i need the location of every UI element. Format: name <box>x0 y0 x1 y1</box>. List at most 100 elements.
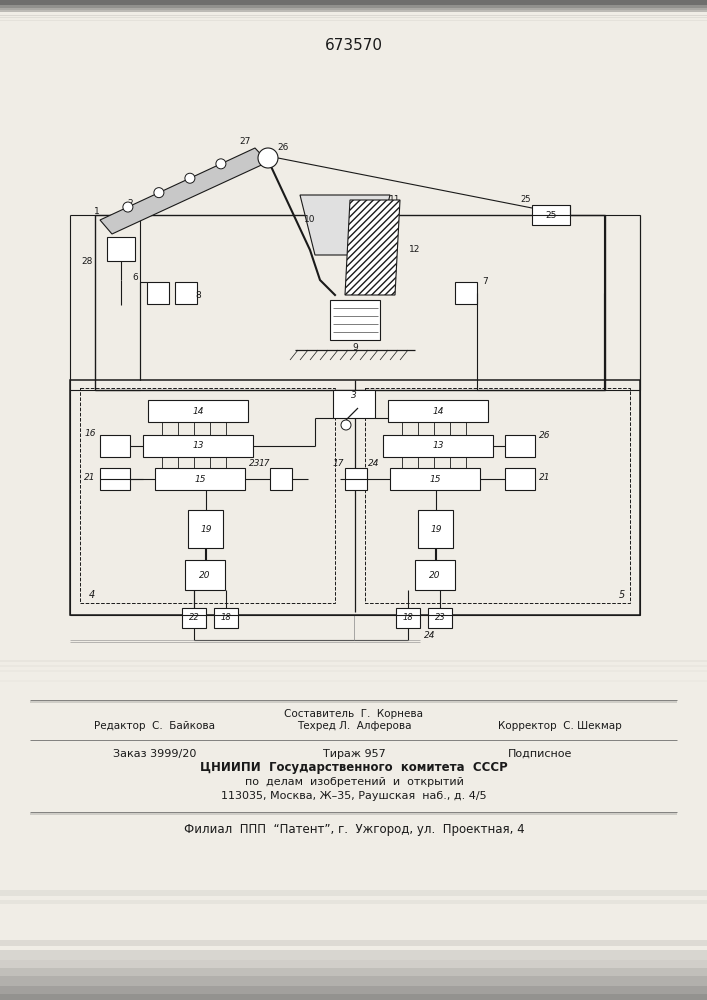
Bar <box>185 560 225 590</box>
Bar <box>0 670 707 672</box>
Bar <box>396 608 420 628</box>
Circle shape <box>216 159 226 169</box>
Bar <box>505 435 535 457</box>
Bar <box>333 390 375 418</box>
Text: 21: 21 <box>84 473 95 482</box>
Text: 28: 28 <box>81 257 93 266</box>
Bar <box>415 560 455 590</box>
Bar <box>0 950 707 960</box>
Bar <box>70 380 640 615</box>
Bar <box>383 435 493 457</box>
Bar <box>532 205 570 225</box>
Polygon shape <box>100 148 268 234</box>
Text: 20: 20 <box>199 570 211 580</box>
Text: Подписное: Подписное <box>508 749 572 759</box>
Text: 22: 22 <box>189 613 199 622</box>
Text: 18: 18 <box>221 613 231 622</box>
Circle shape <box>123 202 133 212</box>
Text: 17: 17 <box>332 458 344 468</box>
Text: Составитель  Г.  Корнева: Составитель Г. Корнева <box>284 709 423 719</box>
Bar <box>345 468 367 490</box>
Polygon shape <box>345 200 400 295</box>
Bar <box>0 10 707 12</box>
Text: Филиал  ППП  “Патент”, г.  Ужгород, ул.  Проектная, 4: Филиал ППП “Патент”, г. Ужгород, ул. Про… <box>184 824 525 836</box>
Text: 13: 13 <box>192 442 204 450</box>
Text: 19: 19 <box>200 524 212 534</box>
Text: 23: 23 <box>250 460 261 468</box>
Text: 8: 8 <box>195 290 201 300</box>
Bar <box>95 215 605 390</box>
Bar <box>505 468 535 490</box>
Text: 25: 25 <box>545 211 556 220</box>
Bar <box>270 468 292 490</box>
Bar <box>388 400 488 422</box>
Circle shape <box>258 148 278 168</box>
Text: 19: 19 <box>431 524 442 534</box>
Text: Корректор  С. Шекмар: Корректор С. Шекмар <box>498 721 622 731</box>
Text: Техред Л.  Алферова: Техред Л. Алферова <box>297 721 411 731</box>
Bar <box>148 400 248 422</box>
Bar <box>0 17 707 18</box>
Text: 10: 10 <box>304 216 316 225</box>
Text: 5: 5 <box>619 590 625 600</box>
Text: 113035, Москва, Ж–35, Раушская  наб., д. 4/5: 113035, Москва, Ж–35, Раушская наб., д. … <box>221 791 487 801</box>
Bar <box>0 968 707 976</box>
Bar <box>0 960 707 968</box>
Bar <box>0 5 707 8</box>
Bar <box>175 282 197 304</box>
Text: 24: 24 <box>424 631 436 640</box>
Bar <box>80 388 335 603</box>
Text: 15: 15 <box>194 475 206 484</box>
Circle shape <box>154 188 164 198</box>
Text: по  делам  изобретений  и  открытий: по делам изобретений и открытий <box>245 777 463 787</box>
Bar <box>188 510 223 548</box>
Text: Заказ 3999/20: Заказ 3999/20 <box>113 749 197 759</box>
Bar <box>143 435 253 457</box>
Bar <box>428 608 452 628</box>
Bar <box>214 608 238 628</box>
Bar <box>0 976 707 986</box>
Text: 26: 26 <box>277 143 288 152</box>
Bar <box>155 468 245 490</box>
Bar <box>0 986 707 994</box>
Bar <box>147 282 169 304</box>
Text: 15: 15 <box>429 475 440 484</box>
Text: 24: 24 <box>368 460 380 468</box>
Bar <box>390 468 480 490</box>
Bar <box>100 468 130 490</box>
Bar <box>455 282 477 304</box>
Bar <box>0 8 707 10</box>
Text: 3: 3 <box>351 390 357 399</box>
Text: 13: 13 <box>432 442 444 450</box>
Text: 14: 14 <box>432 406 444 416</box>
Text: 12: 12 <box>409 245 421 254</box>
Text: 23: 23 <box>435 613 445 622</box>
Text: 673570: 673570 <box>325 37 383 52</box>
Bar <box>100 435 130 457</box>
Text: 21: 21 <box>539 473 551 482</box>
Text: 20: 20 <box>429 570 440 580</box>
Text: 27: 27 <box>239 136 251 145</box>
Circle shape <box>185 173 195 183</box>
Text: Редактор  С.  Байкова: Редактор С. Байкова <box>95 721 216 731</box>
Circle shape <box>341 420 351 430</box>
Text: 1: 1 <box>94 208 100 217</box>
Bar <box>107 237 135 261</box>
Text: 25: 25 <box>521 196 531 205</box>
Bar <box>0 680 707 682</box>
Bar <box>418 510 453 548</box>
Text: Тираж 957: Тираж 957 <box>322 749 385 759</box>
Bar <box>330 300 380 340</box>
Text: 6: 6 <box>132 272 138 282</box>
Bar <box>0 15 707 16</box>
Text: 9: 9 <box>352 344 358 353</box>
Bar <box>0 665 707 666</box>
Bar <box>0 900 707 904</box>
Text: 14: 14 <box>192 406 204 416</box>
Bar <box>0 940 707 946</box>
Text: 18: 18 <box>402 613 414 622</box>
Bar <box>0 660 707 662</box>
Bar <box>365 388 630 603</box>
Bar <box>0 890 707 896</box>
Text: 16: 16 <box>84 428 95 438</box>
